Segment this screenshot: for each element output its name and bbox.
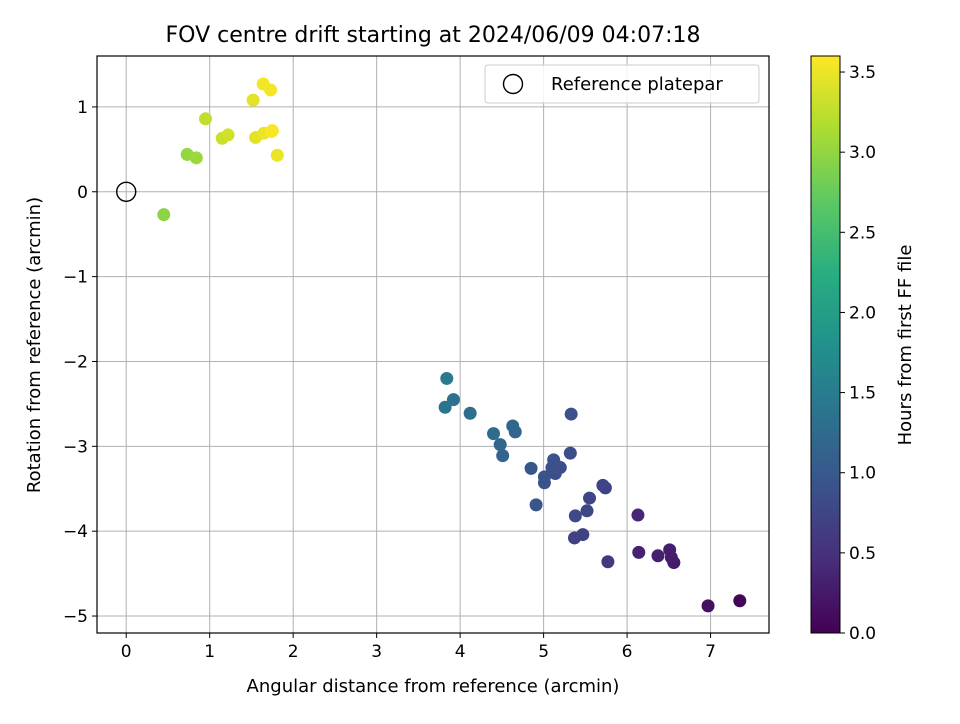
data-point: [596, 478, 610, 492]
points-layer: [116, 77, 747, 613]
colorbar-tick-label: 3.5: [849, 63, 876, 83]
data-point: [487, 427, 501, 441]
y-tick-label: −1: [63, 268, 88, 288]
x-tick-label: 5: [538, 642, 549, 662]
y-tick-label: −4: [63, 522, 88, 542]
x-axis-label: Angular distance from reference (arcmin): [247, 676, 620, 697]
data-point: [440, 371, 454, 385]
colorbar-tick-label: 0.5: [849, 544, 876, 564]
data-point: [537, 470, 551, 484]
data-point: [493, 438, 507, 452]
data-point: [580, 504, 594, 518]
data-point: [270, 148, 284, 162]
x-tick-label: 0: [121, 642, 132, 662]
data-point: [545, 461, 559, 475]
data-point: [567, 531, 581, 545]
grid-layer: [97, 56, 769, 633]
reference-point-marker: [116, 181, 137, 202]
data-point: [601, 555, 615, 569]
y-tick-label: −5: [63, 607, 88, 627]
data-point: [701, 599, 715, 613]
data-point: [463, 406, 477, 420]
colorbar-tick-label: 2.0: [849, 303, 876, 323]
data-point: [496, 449, 510, 463]
colorbar-tick-label: 0.0: [849, 624, 876, 644]
legend-label-reference: Reference platepar: [551, 74, 723, 95]
x-tick-label: 3: [371, 642, 382, 662]
colorbar-ticks: 0.0 0.5 1.0 1.5 2.0 2.5 3.0 3.5: [840, 63, 876, 644]
data-point: [221, 128, 235, 142]
data-point: [583, 491, 597, 505]
data-point: [446, 393, 460, 407]
chart-title: FOV centre drift starting at 2024/06/09 …: [166, 23, 701, 48]
legend-box: [484, 64, 760, 104]
plot-frame: [96, 55, 770, 634]
colorbar-gradient: [811, 56, 840, 633]
colorbar-tick-label: 1.0: [849, 464, 876, 484]
colorbar: 0.0 0.5 1.0 1.5 2.0 2.5 3.0 3.5 Hours from firs…: [810, 55, 916, 644]
legend-marker-reference: [502, 73, 524, 95]
data-point: [199, 112, 213, 126]
x-ticks: 0 1 2 3 4 5 6 7: [121, 633, 716, 662]
data-point: [564, 407, 578, 421]
y-tick-label: −2: [63, 352, 88, 372]
y-ticks: 1 0 −1 −2 −3 −4 −5: [63, 98, 97, 627]
colorbar-frame: [810, 55, 841, 634]
data-point: [663, 543, 677, 557]
x-tick-label: 1: [204, 642, 215, 662]
data-point: [563, 446, 577, 460]
y-tick-label: −3: [63, 437, 88, 457]
data-point: [438, 400, 452, 414]
data-point: [632, 545, 646, 559]
data-point: [529, 498, 543, 512]
colorbar-label: Hours from first FF file: [895, 245, 916, 446]
data-point: [157, 208, 171, 222]
y-tick-label: 1: [77, 98, 88, 118]
colorbar-tick-label: 1.5: [849, 384, 876, 404]
x-tick-label: 6: [622, 642, 633, 662]
data-point: [568, 509, 582, 523]
colorbar-tick-label: 2.5: [849, 223, 876, 243]
data-point: [651, 549, 665, 563]
data-point: [506, 419, 520, 433]
x-tick-label: 4: [455, 642, 466, 662]
y-tick-label: 0: [77, 183, 88, 203]
x-tick-label: 2: [288, 642, 299, 662]
data-point: [264, 125, 278, 139]
colorbar-tick-label: 3.0: [849, 143, 876, 163]
data-point: [733, 594, 747, 608]
data-point: [189, 151, 203, 165]
x-tick-label: 7: [705, 642, 716, 662]
data-point: [246, 93, 260, 107]
data-point: [631, 508, 645, 522]
data-point: [524, 461, 538, 475]
legend: Reference platepar: [484, 64, 760, 104]
data-point: [264, 83, 278, 97]
y-axis-label: Rotation from reference (arcmin): [24, 197, 45, 493]
